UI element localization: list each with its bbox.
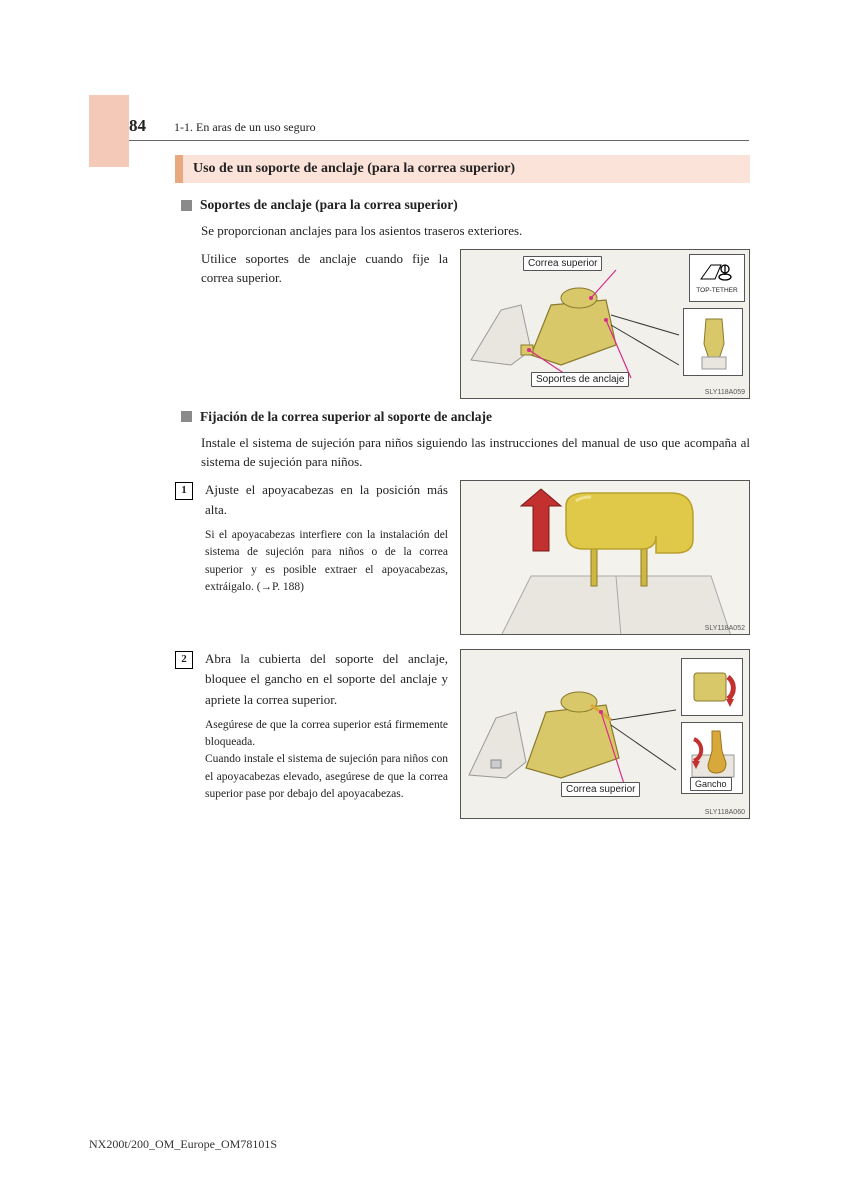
figure-inset <box>683 308 743 376</box>
figure-label-anchor: Soportes de anclaje <box>531 372 629 387</box>
step-note-text: Si el apoyacabezas interfiere con la ins… <box>205 527 448 596</box>
subsection-heading: Fijación de la correa superior al soport… <box>181 409 750 425</box>
step-text: Ajuste el apoyacabezas en la posición má… <box>205 480 448 635</box>
install-intro-text: Instale el sistema de sujeción para niño… <box>201 433 750 472</box>
side-accent <box>89 95 129 167</box>
square-bullet-icon <box>181 411 192 422</box>
step-number-box: 1 <box>175 482 193 500</box>
figure-headrest: SLY118A052 <box>460 480 750 635</box>
step-row: 1 Ajuste el apoyacabezas en la posición … <box>175 480 750 635</box>
manual-page: 84 1-1. En aras de un uso seguro Uso de … <box>0 0 848 1200</box>
content-area: Uso de un soporte de anclaje (para la co… <box>175 155 750 833</box>
square-bullet-icon <box>181 200 192 211</box>
tether-badge-label: TOP-TETHER <box>690 287 744 294</box>
section-title-bar: Uso de un soporte de anclaje (para la co… <box>175 155 750 183</box>
figure-code: SLY118A060 <box>705 809 745 816</box>
headrest-diagram-icon <box>461 481 750 635</box>
figure-hook-anchor: Gancho Correa superior SLY118A060 <box>460 649 750 819</box>
subsection-title: Soportes de anclaje (para la correa supe… <box>200 197 458 213</box>
step-main-text: Abra la cubierta del soporte del anclaje… <box>205 649 448 711</box>
section-title: Uso de un soporte de anclaje (para la co… <box>183 155 750 183</box>
top-tether-badge: TOP-TETHER <box>689 254 745 302</box>
subsection-title: Fijación de la correa superior al soport… <box>200 409 492 425</box>
step-row: 2 Abra la cubierta del soporte del ancla… <box>175 649 750 819</box>
title-accent <box>175 155 183 183</box>
section-breadcrumb: 1-1. En aras de un uso seguro <box>174 120 316 135</box>
figure-anchor-brackets: Correa superior Soportes de anclaje TOP-… <box>460 249 750 399</box>
figure-inset-hook: Gancho <box>681 722 743 794</box>
figure-label-top-strap: Correa superior <box>523 256 602 271</box>
figure-code: SLY118A059 <box>705 389 745 396</box>
figure-label-hook: Gancho <box>690 777 732 791</box>
anchor-instruction-text: Utilice soportes de anclaje cuando fije … <box>201 249 448 399</box>
step-note-content: Si el apoyacabezas interfiere con la ins… <box>205 529 448 593</box>
step-main-text: Ajuste el apoyacabezas en la posición má… <box>205 480 448 522</box>
subsection-heading: Soportes de anclaje (para la correa supe… <box>181 197 750 213</box>
page-number: 84 <box>129 116 146 136</box>
step-note-text: Asegúrese de que la correa superior está… <box>205 717 448 803</box>
figure-code: SLY118A052 <box>705 625 745 632</box>
text-figure-row: Utilice soportes de anclaje cuando fije … <box>201 249 750 399</box>
document-footer: NX200t/200_OM_Europe_OM78101S <box>89 1137 277 1152</box>
page-header: 84 1-1. En aras de un uso seguro <box>129 116 749 141</box>
step-number-box: 2 <box>175 651 193 669</box>
intro-text: Se proporcionan anclajes para los asient… <box>201 221 750 241</box>
step-text: Abra la cubierta del soporte del anclaje… <box>205 649 448 819</box>
figure-inset-cover <box>681 658 743 716</box>
figure-label-strap: Correa superior <box>561 782 640 797</box>
